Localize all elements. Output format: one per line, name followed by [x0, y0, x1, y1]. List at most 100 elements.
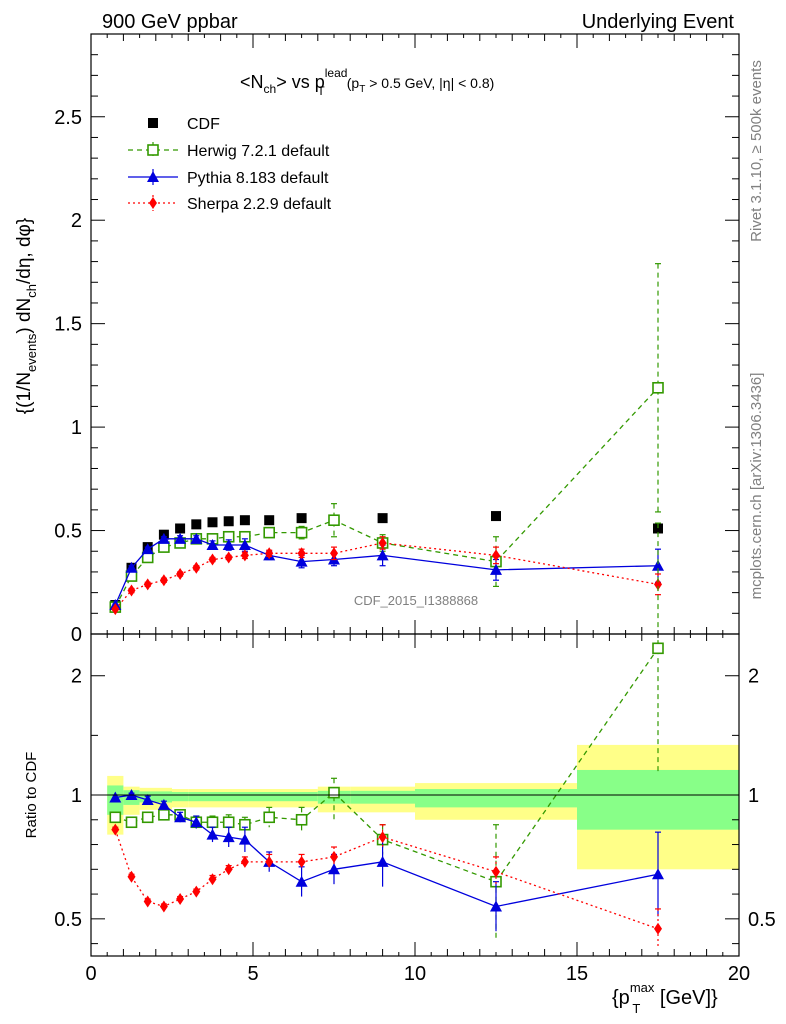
sherpa-ratio-point: [224, 863, 233, 876]
herwig-ratio-point: [328, 786, 340, 799]
cdf-point: [207, 517, 218, 528]
sherpa-point: [265, 547, 274, 560]
ratio-band-green: [415, 789, 577, 808]
pythia-ratio-point: [222, 831, 235, 843]
pythia-ratio-point: [295, 875, 308, 887]
sherpa-point: [224, 551, 233, 564]
sherpa-line: [114, 542, 659, 610]
sherpa-ratio-point: [208, 873, 217, 886]
legend-cdf-marker: [148, 118, 158, 128]
ratio-y-tick-label-right: 2: [748, 666, 759, 688]
ratio-y-axis-label: Ratio to CDF: [23, 752, 40, 839]
pythia-ratio-point: [328, 863, 340, 875]
ratio-y-tick-label-right: 1: [748, 785, 759, 807]
cdf-point: [223, 516, 234, 527]
x-tick-label: 10: [404, 963, 426, 985]
herwig-ratio-point: [125, 816, 138, 829]
sherpa-ratio-point: [378, 831, 387, 844]
pythia-point: [652, 559, 664, 571]
legend-sherpa-label: Sherpa 2.2.9 default: [187, 196, 332, 213]
pythia-point: [238, 539, 251, 551]
ratio-y-tick-label-right: 0.5: [748, 909, 776, 931]
herwig-point: [295, 526, 308, 539]
x-tick-label: 0: [85, 963, 96, 985]
pythia-point: [222, 539, 235, 551]
sherpa-ratio-point: [111, 823, 120, 836]
ratio-y-tick-label: 2: [71, 666, 82, 688]
sherpa-point: [240, 549, 249, 562]
pythia-point: [174, 532, 187, 544]
sherpa-point: [297, 547, 306, 560]
pythia-ratio-point: [206, 828, 219, 840]
pythia-ratio-point: [376, 855, 389, 867]
ratio-y-tick-label: 0.5: [54, 909, 82, 931]
cdf-point: [191, 519, 202, 530]
cdf-point: [264, 515, 275, 526]
sherpa-point: [176, 568, 185, 580]
sherpa-point: [330, 547, 338, 560]
y-tick-label: 2: [71, 210, 82, 232]
herwig-ratio-point: [295, 813, 308, 826]
pythia-point: [206, 539, 219, 551]
cdf-point: [377, 513, 388, 524]
axis-ticks: 0 5 10 15 20 0 0.5 1 1.5 2 2.5 0.5 0.5 1 1 2 2: [54, 34, 776, 985]
herwig-ratio-point: [222, 816, 235, 829]
sherpa-ratio-point: [127, 870, 136, 883]
header-category-label: Underlying Event: [582, 11, 735, 33]
main-plot-series: [109, 263, 664, 616]
pythia-ratio-point: [190, 816, 203, 828]
herwig-ratio-point: [206, 816, 219, 829]
cdf-point: [491, 511, 501, 522]
sherpa-point: [159, 574, 168, 587]
herwig-point: [263, 526, 276, 539]
sherpa-ratio-point: [159, 900, 168, 913]
herwig-point: [328, 514, 340, 527]
sherpa-ratio-point: [143, 895, 152, 908]
legend-cdf-label: CDF: [187, 116, 220, 133]
y-tick-label: 1: [71, 417, 82, 439]
y-tick-label: 2.5: [54, 107, 82, 129]
sherpa-point: [127, 584, 136, 597]
pythia-ratio-point: [652, 868, 664, 880]
herwig-ratio-point: [652, 642, 664, 655]
pythia-ratio-point: [238, 833, 251, 845]
cdf-point: [653, 523, 663, 534]
sherpa-ratio-point: [265, 855, 274, 868]
y-axis-label: {(1/Nevents) dNch/dη, dφ}: [14, 218, 39, 414]
ratio-band-green: [350, 790, 415, 804]
herwig-point: [652, 381, 664, 394]
sherpa-ratio-point: [176, 893, 185, 906]
pythia-point: [141, 543, 154, 555]
pythia-point: [190, 532, 203, 544]
sherpa-point: [192, 561, 201, 574]
pythia-ratio-point: [141, 793, 154, 805]
herwig-ratio-point: [158, 809, 170, 821]
sherpa-point: [208, 553, 217, 566]
pythia-point: [157, 532, 170, 544]
sherpa-ratio-point: [240, 855, 249, 868]
legend-sherpa-marker: [149, 197, 157, 209]
ratio-band-green: [139, 791, 172, 803]
pythia-point: [376, 549, 389, 561]
legend: CDF Herwig 7.2.1 default Pythia 8.183 defa…: [128, 116, 332, 213]
ratio-band-green: [172, 792, 189, 802]
legend-herwig-label: Herwig 7.2.1 default: [187, 143, 330, 160]
legend-herwig-marker: [147, 144, 159, 156]
sherpa-ratio-point: [192, 885, 201, 898]
sherpa-point: [654, 578, 662, 591]
sherpa-ratio-point: [297, 855, 306, 868]
y-tick-label: 0.5: [54, 521, 82, 543]
sherpa-point: [143, 578, 152, 591]
ratio-plot-series: [109, 522, 664, 949]
pythia-ratio-point: [174, 811, 187, 823]
herwig-ratio-line: [115, 647, 659, 883]
y-tick-label: 1.5: [54, 314, 82, 336]
plot-title: <Nch> vs plead T (pT > 0.5 GeV, |η| < 0.8): [240, 66, 494, 98]
ratio-y-tick-label: 1: [71, 785, 82, 807]
cdf-point: [239, 515, 250, 526]
ratio-band-green: [577, 769, 739, 830]
herwig-ratio-point: [263, 811, 276, 824]
x-tick-label: 20: [728, 963, 750, 985]
sherpa-ratio-point: [654, 922, 662, 935]
